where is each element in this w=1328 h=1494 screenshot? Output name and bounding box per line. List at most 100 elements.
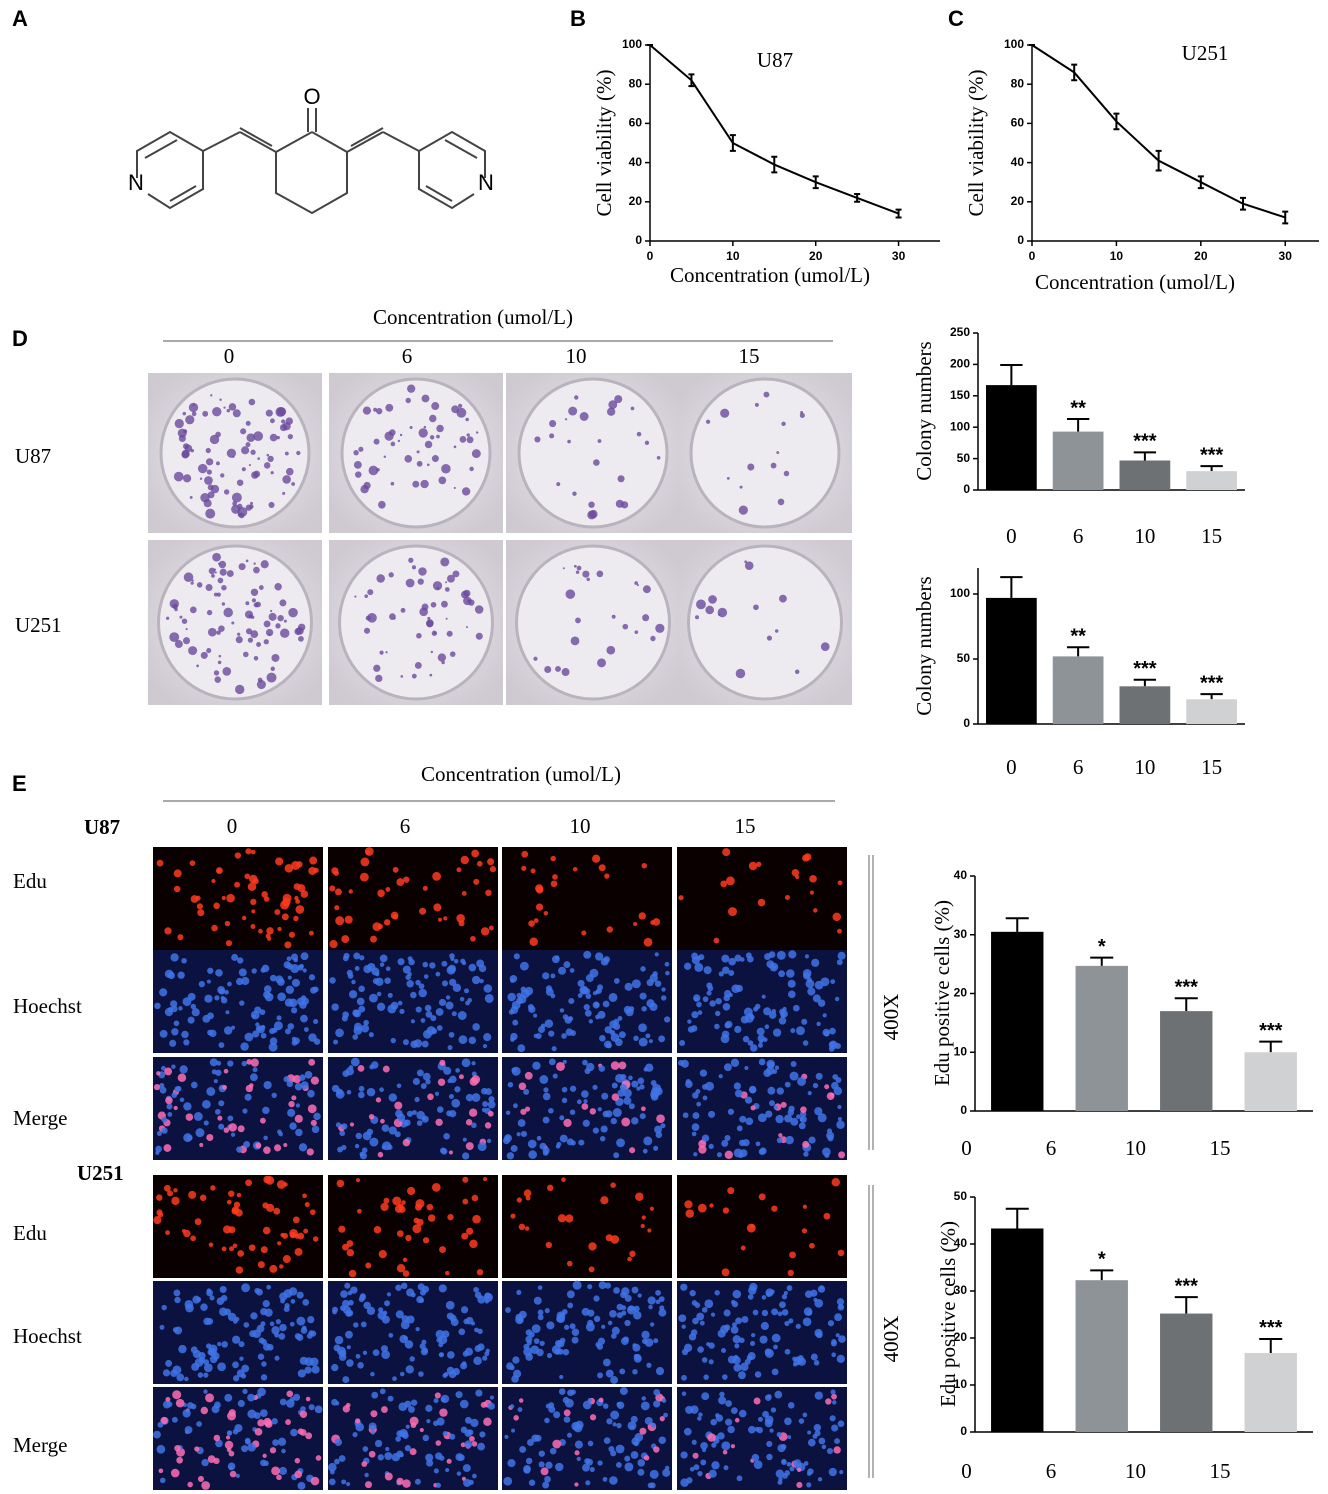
nucleus [242, 1388, 248, 1395]
nucleus [301, 1325, 307, 1331]
nucleus [555, 1061, 565, 1071]
nucleus [156, 859, 164, 867]
dish-rim [689, 377, 841, 529]
nucleus [354, 1143, 360, 1149]
nucleus [206, 1087, 216, 1096]
nucleus [504, 1134, 512, 1143]
nucleus [597, 1107, 602, 1112]
nucleus [410, 1422, 417, 1429]
nucleus [531, 1324, 541, 1334]
nucleus [280, 1298, 286, 1304]
nucleus [228, 1450, 235, 1457]
nucleus [247, 882, 257, 891]
nucleus [535, 903, 544, 911]
nucleus [727, 1425, 735, 1434]
nucleus [412, 1110, 417, 1115]
nucleus [183, 1133, 193, 1143]
colony [275, 406, 286, 417]
nucleus [176, 1373, 185, 1382]
nucleus [774, 1390, 783, 1399]
nucleus [738, 1409, 747, 1418]
nucleus [194, 1446, 200, 1452]
nucleus [598, 864, 606, 872]
fluorescence-photo [153, 847, 323, 950]
nucleus [709, 1000, 716, 1007]
nucleus [227, 1115, 234, 1122]
nucleus [714, 1010, 721, 1017]
nucleus [725, 876, 735, 886]
nucleus [807, 1091, 812, 1096]
nucleus [471, 1122, 477, 1129]
nucleus [691, 1439, 697, 1445]
nucleus [295, 1103, 300, 1108]
nucleus [722, 966, 730, 974]
nucleus [583, 1004, 590, 1011]
nucleus [308, 1404, 315, 1411]
nucleus [569, 1109, 576, 1115]
nucleus [650, 1090, 660, 1099]
nucleus [176, 1456, 183, 1464]
nucleus [587, 1309, 595, 1317]
colony [588, 501, 595, 508]
colony [634, 630, 639, 635]
nucleus [698, 1412, 703, 1417]
nucleus [760, 1321, 769, 1331]
nucleus [342, 955, 349, 962]
nucleus [440, 1397, 446, 1402]
nucleus [631, 979, 641, 989]
error-bar [1066, 646, 1090, 657]
nucleus [402, 1039, 409, 1046]
nucleus [606, 1042, 612, 1049]
nucleus [342, 1376, 350, 1384]
nucleus [170, 1000, 178, 1008]
fluorescence-photo [677, 950, 847, 1053]
nucleus [613, 1152, 620, 1159]
nucleus [488, 1096, 495, 1103]
nucleus [249, 1073, 258, 1082]
y-axis-label: Cell viability (%) [964, 70, 988, 217]
nucleus [771, 1008, 777, 1014]
nucleus [263, 1080, 272, 1090]
nucleus [346, 1482, 351, 1487]
error-bar [1259, 1040, 1283, 1053]
nucleus [576, 1456, 581, 1462]
colony [183, 474, 192, 483]
nucleus [173, 1105, 178, 1111]
nucleus [600, 1125, 608, 1133]
nucleus [776, 950, 786, 960]
y-tick-label: 20 [629, 194, 643, 208]
colony [283, 619, 287, 623]
colony [427, 616, 431, 621]
colony [436, 424, 444, 433]
nucleus [641, 1330, 650, 1340]
nucleus [460, 1306, 469, 1314]
nucleus [813, 908, 818, 913]
nucleus [179, 1097, 185, 1103]
nucleus [757, 898, 766, 907]
nucleus [611, 1082, 618, 1089]
nucleus [784, 1320, 790, 1326]
nucleus [223, 1026, 233, 1035]
nucleus [511, 1067, 517, 1073]
nucleus [350, 1286, 358, 1294]
colony [245, 628, 253, 635]
nucleus [704, 1081, 714, 1091]
nucleus [284, 1028, 291, 1035]
nucleus [832, 1400, 837, 1405]
nucleus [345, 1309, 353, 1317]
nucleus [234, 881, 241, 888]
nucleus [381, 1406, 388, 1413]
nucleus [545, 1461, 553, 1469]
nucleus [187, 1016, 195, 1024]
nucleus [238, 1341, 245, 1348]
nucleus [824, 1084, 830, 1090]
nucleus [592, 991, 597, 996]
nucleus [390, 1001, 399, 1010]
nucleus [517, 1119, 526, 1127]
column-label: 0 [227, 814, 238, 838]
colony [606, 407, 616, 416]
nucleus [233, 1201, 241, 1208]
nucleus [294, 1247, 303, 1256]
nucleus [613, 1287, 620, 1294]
nucleus [484, 1122, 492, 1129]
